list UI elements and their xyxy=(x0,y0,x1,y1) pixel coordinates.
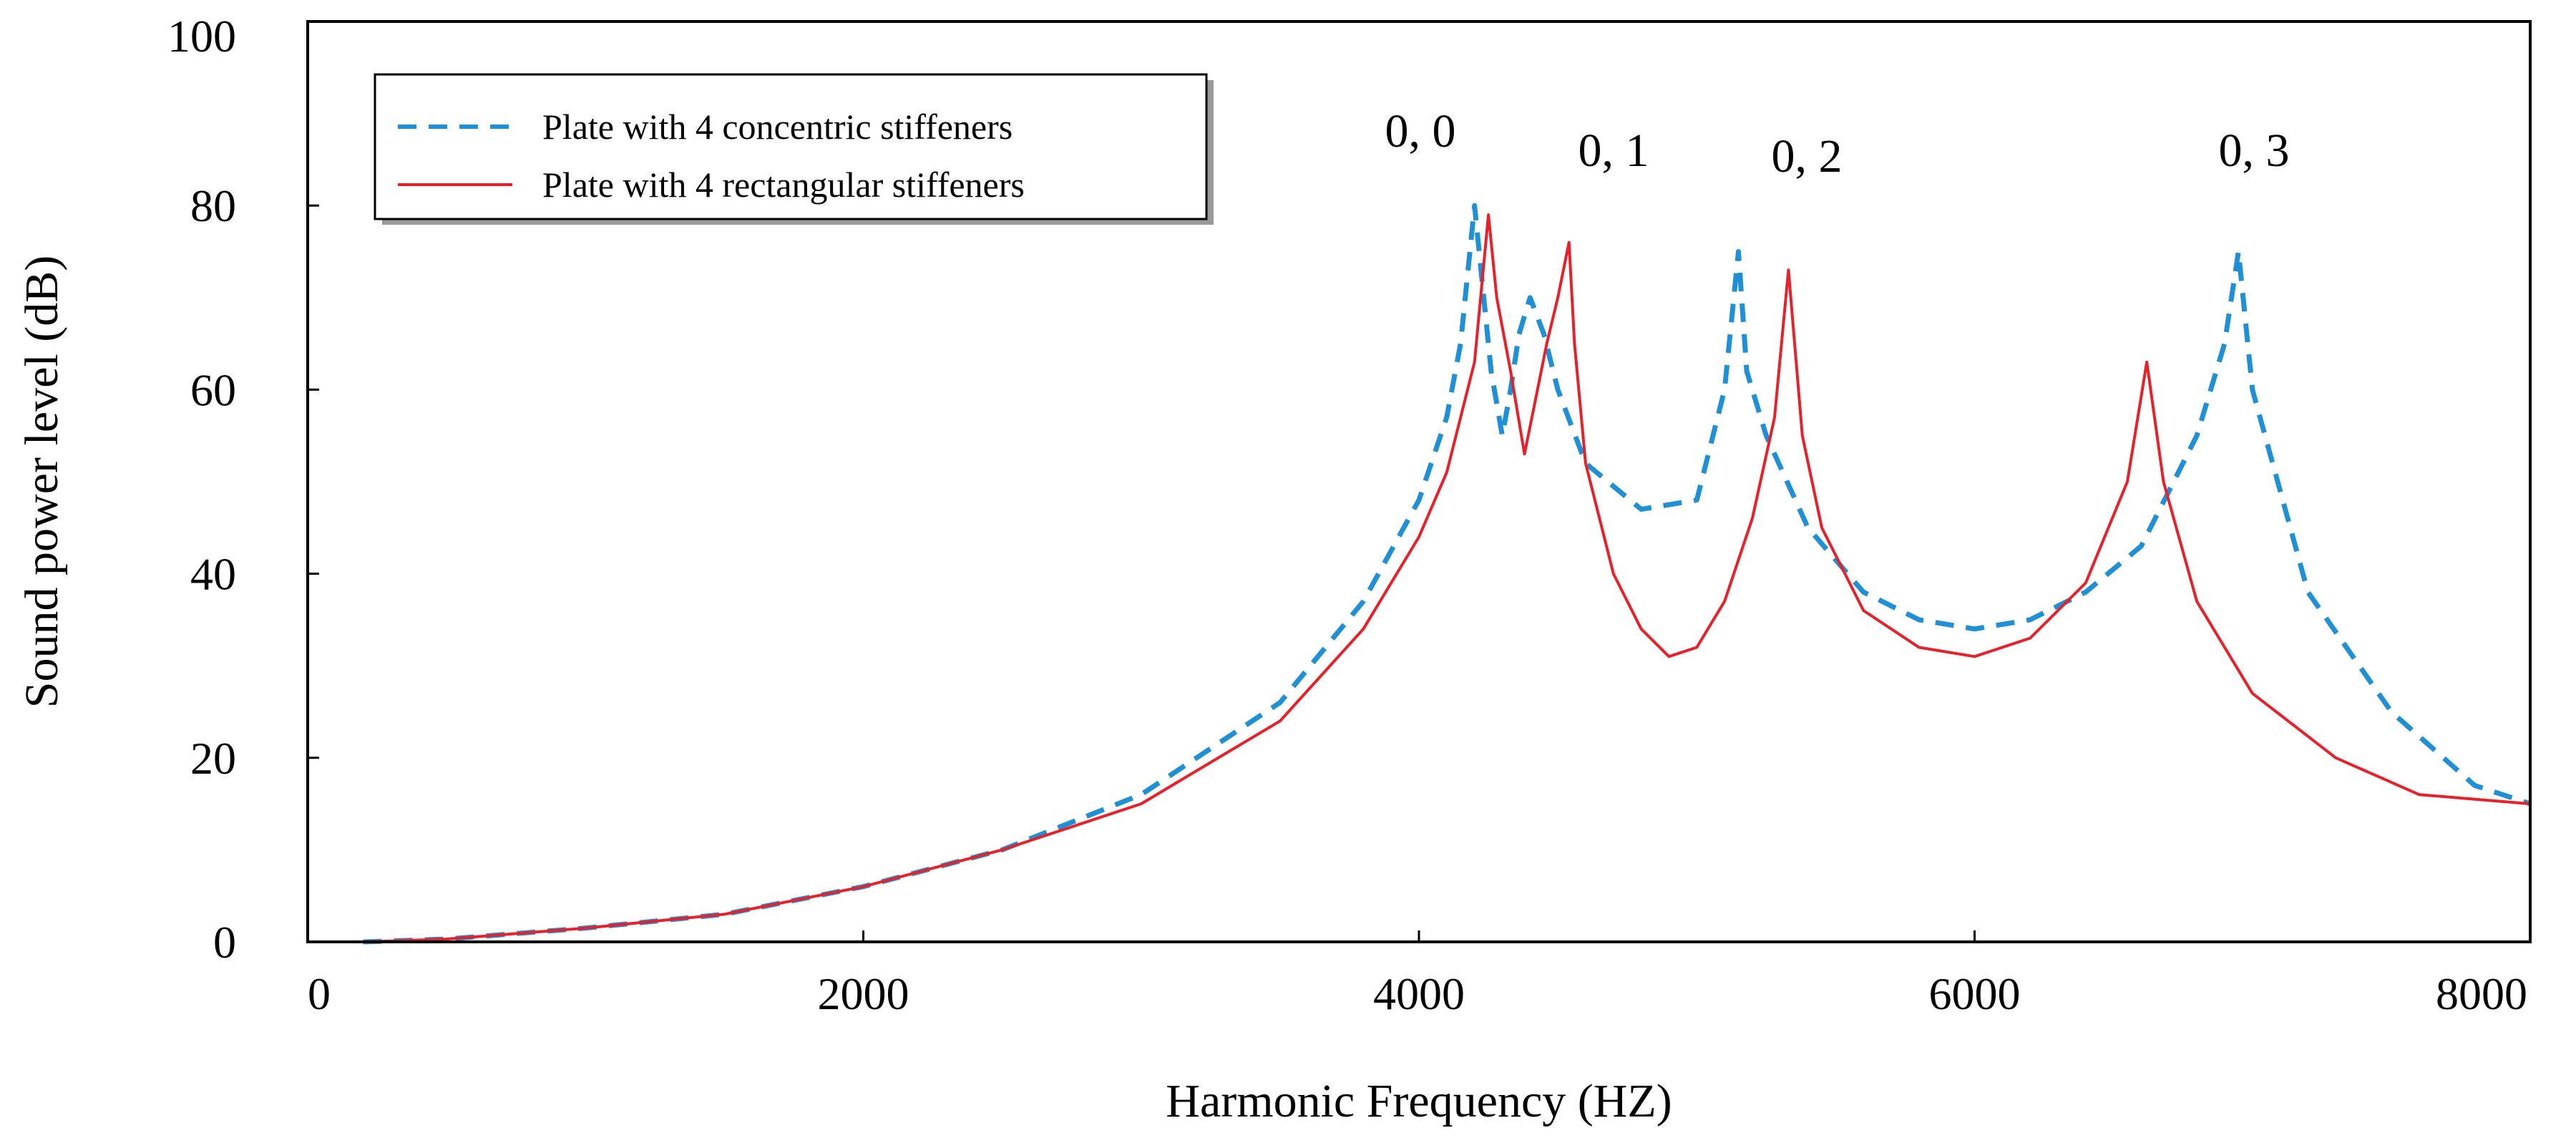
y-axis-label: Sound power level (dB) xyxy=(16,256,68,708)
y-tick-label-80: 80 xyxy=(190,180,236,231)
x-tick-label-8000: 8000 xyxy=(2436,968,2527,1019)
legend: Plate with 4 concentric stiffeners Plate… xyxy=(374,73,1214,225)
mode-label-0-2: 0, 2 xyxy=(1772,130,1843,183)
series-line-1 xyxy=(363,213,2531,943)
mode-label-0-0: 0, 0 xyxy=(1385,105,1456,157)
y-tick-label-60: 60 xyxy=(190,364,236,415)
x-tick-label-0: 0 xyxy=(308,968,331,1019)
legend-label-concentric: Plate with 4 concentric stiffeners xyxy=(542,107,1013,147)
series-line-0 xyxy=(363,203,2532,945)
series-layer xyxy=(363,203,2532,945)
ticks-layer: 0 2000 4000 6000 8000 0 20 40 60 80 100 xyxy=(167,11,2527,1019)
y-tick-label-0: 0 xyxy=(213,917,236,968)
x-tick-label-2000: 2000 xyxy=(818,968,909,1019)
x-tick-label-4000: 4000 xyxy=(1373,968,1465,1019)
y-tick-label-40: 40 xyxy=(190,549,236,600)
x-axis-label: Harmonic Frequency (HZ) xyxy=(1166,1075,1672,1127)
legend-box xyxy=(374,73,1208,220)
legend-label-rectangular: Plate with 4 rectangular stiffeners xyxy=(542,165,1025,205)
x-tick-label-6000: 6000 xyxy=(1929,968,2021,1019)
mode-label-0-3: 0, 3 xyxy=(2219,125,2290,177)
y-tick-label-100: 100 xyxy=(167,11,236,62)
y-tick-label-20: 20 xyxy=(190,733,236,784)
mode-label-0-1: 0, 1 xyxy=(1579,125,1649,177)
